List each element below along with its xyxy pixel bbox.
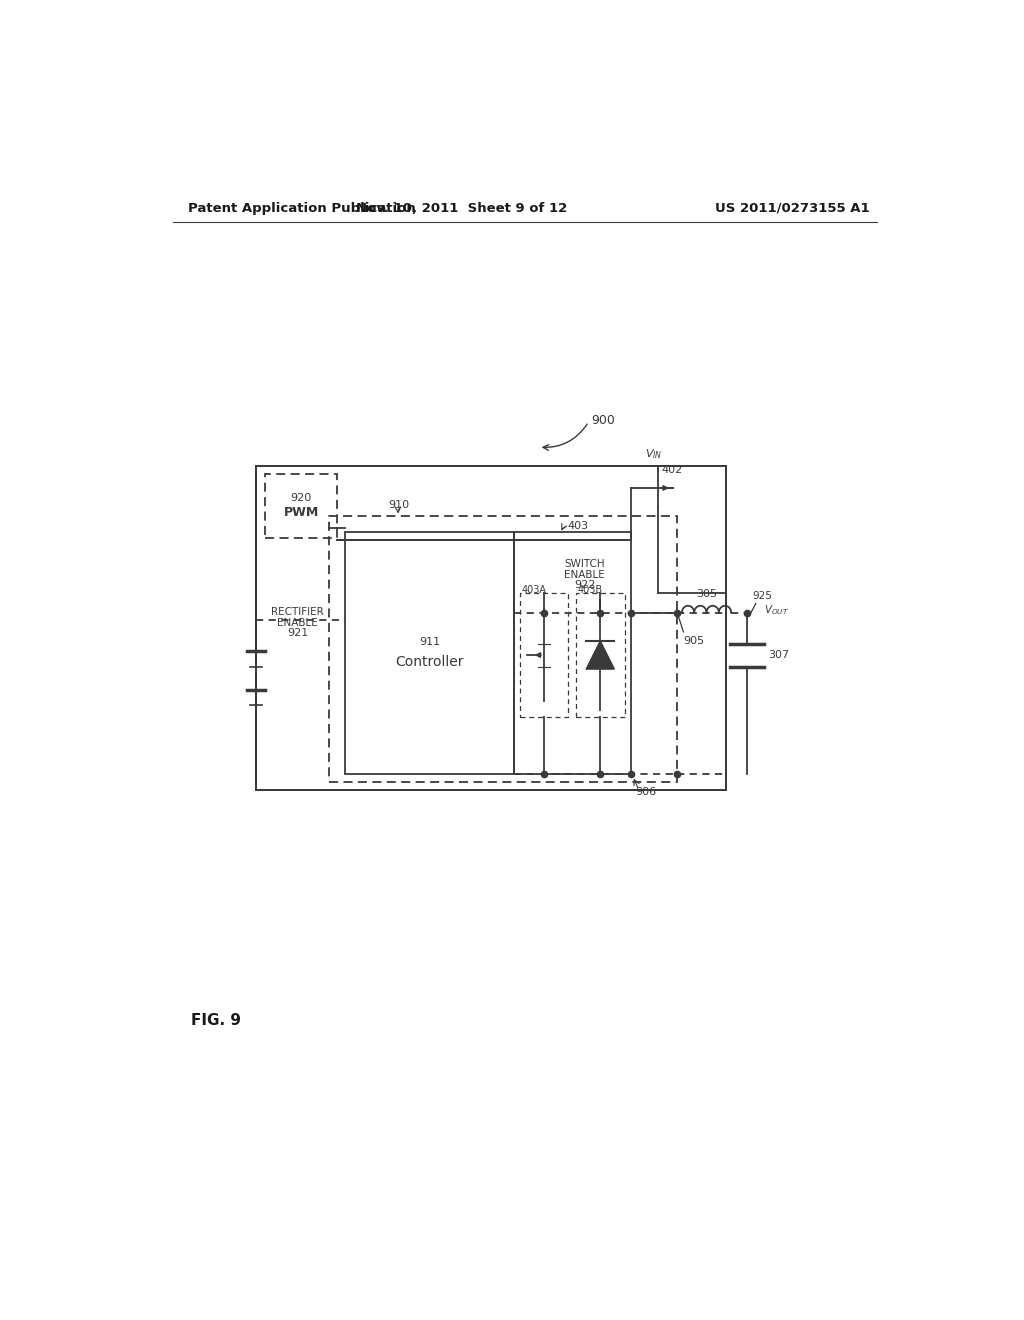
- Text: 403A: 403A: [521, 585, 547, 595]
- Text: 921: 921: [287, 628, 308, 638]
- Text: 920: 920: [291, 494, 311, 503]
- Text: $V_{OUT}$: $V_{OUT}$: [764, 603, 788, 618]
- Text: 910: 910: [388, 500, 410, 511]
- Bar: [265, 474, 337, 539]
- Text: Controller: Controller: [395, 655, 464, 669]
- Text: 906: 906: [635, 788, 656, 797]
- Text: FIG. 9: FIG. 9: [190, 1014, 241, 1028]
- Text: 925: 925: [753, 591, 772, 601]
- Text: 403: 403: [568, 521, 589, 531]
- Polygon shape: [587, 642, 614, 669]
- Text: SWITCH
ENABLE: SWITCH ENABLE: [564, 558, 605, 581]
- Text: 911: 911: [419, 636, 440, 647]
- Bar: [575, 594, 625, 717]
- Text: 305: 305: [696, 589, 717, 599]
- Text: 900: 900: [591, 413, 614, 426]
- Text: 307: 307: [768, 649, 790, 660]
- Bar: [256, 466, 726, 789]
- Text: 402: 402: [662, 465, 683, 475]
- Bar: [330, 516, 677, 781]
- Text: PWM: PWM: [284, 506, 318, 519]
- Text: 905: 905: [683, 636, 705, 645]
- Text: 922: 922: [574, 581, 596, 590]
- Text: Nov. 10, 2011  Sheet 9 of 12: Nov. 10, 2011 Sheet 9 of 12: [356, 202, 567, 215]
- Bar: [345, 532, 514, 775]
- Text: RECTIFIER
ENABLE: RECTIFIER ENABLE: [271, 607, 324, 628]
- Text: 403B: 403B: [578, 585, 602, 595]
- Text: Patent Application Publication: Patent Application Publication: [188, 202, 416, 215]
- Text: $V_{IN}$: $V_{IN}$: [645, 447, 663, 461]
- Bar: [514, 532, 631, 775]
- Text: US 2011/0273155 A1: US 2011/0273155 A1: [715, 202, 869, 215]
- Bar: [520, 594, 568, 717]
